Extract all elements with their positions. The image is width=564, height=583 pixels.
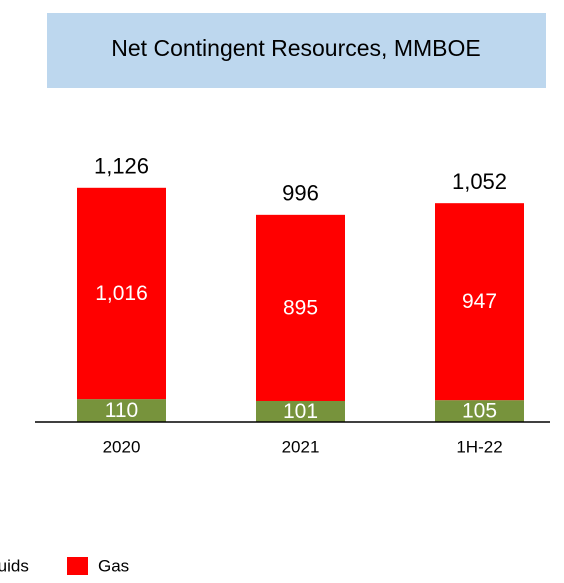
total-label: 996: [282, 181, 319, 206]
legend-label: Gas: [98, 556, 129, 575]
data-label: 1,016: [95, 282, 148, 305]
bar-segment: [435, 400, 524, 422]
legend-swatch: [67, 557, 88, 575]
data-label: 110: [105, 399, 138, 422]
data-label: 101: [283, 400, 318, 423]
title-box: [47, 13, 546, 88]
total-label: 1,052: [452, 169, 507, 194]
x-tick-label: 2021: [282, 437, 320, 456]
legend-label: Liquids: [0, 556, 29, 575]
data-label: 947: [462, 290, 497, 313]
data-label: 105: [462, 400, 497, 423]
x-tick-label: 2020: [103, 437, 141, 456]
x-tick-label: 1H-22: [456, 437, 502, 456]
bar-segment: [77, 187, 166, 400]
data-label: 895: [283, 296, 318, 319]
bar-segment: [256, 400, 345, 422]
bar-segment: [256, 214, 345, 401]
bar-segment: [77, 399, 166, 422]
bar-segment: [435, 203, 524, 401]
total-label: 1,126: [94, 154, 149, 179]
chart-title: Net Contingent Resources, MMBOE: [111, 35, 480, 61]
